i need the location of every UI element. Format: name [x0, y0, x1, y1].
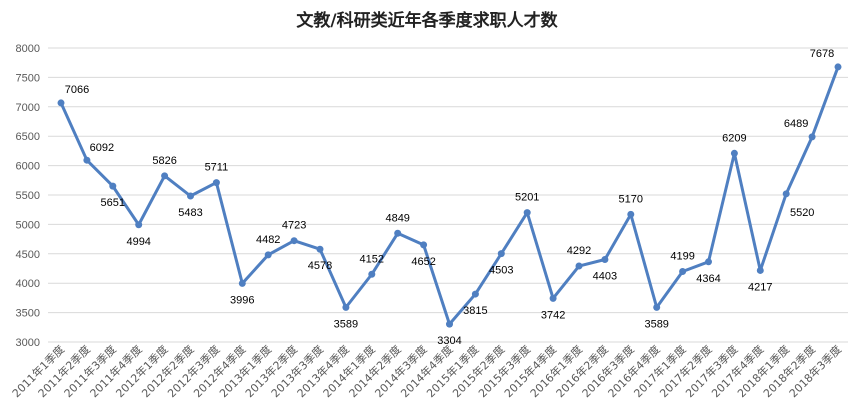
y-tick-label: 6500	[16, 131, 40, 143]
data-label: 5826	[152, 155, 176, 167]
data-label: 4994	[126, 236, 150, 248]
data-label: 4217	[748, 281, 772, 293]
data-label: 5201	[515, 192, 539, 204]
data-point	[756, 266, 764, 274]
data-label: 5520	[790, 207, 814, 219]
data-label: 7678	[810, 48, 834, 60]
chart-title: 文教/科研类近年各季度求职人才数	[296, 11, 558, 31]
data-label: 7066	[65, 84, 89, 96]
data-point	[135, 221, 143, 229]
data-label: 6209	[722, 132, 746, 144]
data-label: 4849	[385, 212, 409, 224]
data-point	[342, 303, 350, 311]
data-label: 4503	[489, 265, 513, 277]
data-point	[212, 179, 220, 187]
data-label: 3742	[541, 309, 565, 321]
y-tick-label: 7500	[16, 72, 40, 84]
data-point	[497, 250, 505, 258]
data-label: 5711	[205, 162, 229, 174]
data-point	[808, 133, 816, 141]
data-label: 4292	[567, 245, 591, 257]
y-tick-label: 3500	[16, 308, 40, 320]
data-label: 5651	[101, 197, 125, 209]
data-label: 3996	[230, 294, 254, 306]
data-point	[549, 294, 557, 302]
data-label: 4578	[308, 260, 332, 272]
data-label: 4482	[256, 234, 280, 246]
data-point	[394, 229, 402, 237]
data-point	[834, 63, 842, 71]
data-point	[420, 241, 428, 249]
y-tick-label: 3000	[16, 337, 40, 349]
data-point	[679, 267, 687, 275]
data-label: 4652	[411, 256, 435, 268]
data-label: 4403	[593, 271, 617, 283]
data-point	[161, 172, 169, 180]
data-point	[471, 290, 479, 298]
data-point	[290, 237, 298, 245]
y-tick-label: 4500	[16, 249, 40, 261]
data-point	[187, 192, 194, 200]
y-tick-label: 8000	[16, 43, 40, 55]
y-tick-label: 7000	[16, 102, 40, 114]
data-point	[238, 279, 246, 287]
data-label: 4152	[360, 253, 384, 265]
data-point	[601, 256, 609, 264]
data-point	[446, 320, 453, 328]
data-point	[83, 156, 91, 164]
data-point	[730, 149, 738, 157]
y-tick-label: 5000	[16, 219, 40, 231]
data-label: 3815	[463, 305, 487, 317]
data-point	[627, 210, 635, 218]
data-point	[57, 99, 65, 107]
data-label: 6092	[90, 142, 114, 154]
data-label: 5483	[178, 207, 202, 219]
data-label: 6489	[784, 118, 808, 130]
data-label: 4199	[670, 250, 694, 262]
data-point	[368, 270, 376, 278]
data-label: 3304	[437, 335, 461, 347]
data-label: 3589	[644, 318, 668, 330]
data-point	[782, 190, 790, 198]
data-label: 4364	[696, 273, 720, 285]
data-point	[705, 258, 712, 266]
data-label: 5170	[619, 193, 643, 205]
y-tick-label: 5500	[16, 190, 40, 202]
data-point	[316, 245, 324, 253]
data-point	[575, 262, 583, 270]
y-tick-label: 6000	[16, 161, 40, 173]
data-point	[523, 209, 531, 217]
data-point	[653, 303, 661, 311]
series-line	[59, 66, 840, 326]
data-label: 3589	[334, 318, 358, 330]
data-point	[109, 182, 117, 190]
data-label: 4723	[282, 220, 306, 232]
y-tick-label: 4000	[16, 278, 40, 290]
data-point	[264, 251, 272, 259]
